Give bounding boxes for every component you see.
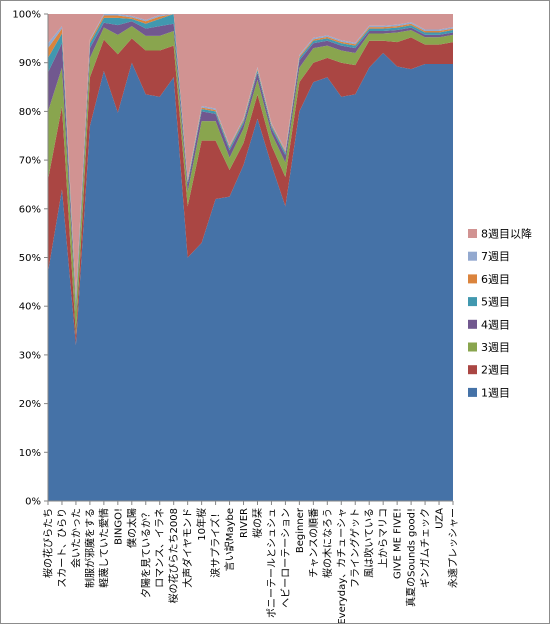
x-tick-label: 桜の花びらたち2008 <box>167 508 180 603</box>
legend: 8週目以降 7週目 6週目 5週目 4週目 3週目 2週目 1週目 <box>468 227 532 399</box>
x-tick-label: チャンスの順番 <box>308 508 320 578</box>
y-tick-label: 30% <box>19 350 41 361</box>
x-tick-label: 涙サプライズ！ <box>209 508 222 578</box>
x-tick-label: 風は吹いている <box>363 508 376 578</box>
area-series-1 <box>48 52 453 502</box>
y-tick-label: 80% <box>19 107 41 118</box>
x-tick-label: UZA <box>435 508 446 529</box>
x-tick-label: フライングゲット <box>349 508 362 588</box>
legend-label: 3週目 <box>481 341 510 354</box>
legend-swatch <box>468 297 477 307</box>
x-tick-label: ギンガムチェック <box>420 508 432 588</box>
x-tick-label: 上からマリコ <box>378 508 390 568</box>
x-tick-label: 10年桜 <box>195 508 208 541</box>
x-tick-label: ポニーテールとシュシュ <box>266 508 278 618</box>
x-tick-label: Beginner <box>295 507 306 553</box>
x-tick-label: 言い訳Maybe <box>223 508 236 571</box>
legend-swatch <box>468 365 477 375</box>
x-tick-label: 制服が邪魔をする <box>83 508 96 588</box>
legend-swatch <box>468 251 477 261</box>
x-tick-label: RIVER <box>239 508 250 538</box>
y-tick-label: 20% <box>19 399 41 410</box>
y-tick-label: 0% <box>25 497 41 508</box>
legend-swatch <box>468 387 477 397</box>
x-tick-label: スカート、ひらり <box>56 508 68 588</box>
legend-swatch <box>468 229 477 238</box>
legend-label: 7週目 <box>481 250 510 263</box>
axes-group <box>44 13 454 505</box>
y-tick-label: 90% <box>19 58 41 69</box>
legend-swatch <box>468 319 477 329</box>
x-tick-label: 大声ダイヤモンド <box>181 508 194 588</box>
x-tick-label: 夕陽を見ているか？ <box>140 508 152 598</box>
x-tick-label: Everyday、カチューシャ <box>336 508 348 623</box>
y-tick-label: 70% <box>19 156 41 167</box>
x-tick-label: 桜の木になろう <box>321 508 334 578</box>
legend-label: 6週目 <box>481 273 510 286</box>
legend-label: 1週目 <box>481 386 510 399</box>
area-series-2 <box>48 37 453 346</box>
x-tick-label: 桜の花びらたち <box>42 508 55 578</box>
x-tick-label: 桜の栞 <box>251 508 264 538</box>
area-series-8 <box>48 14 453 297</box>
x-tick-label: 僕の太陽 <box>125 508 138 548</box>
x-tick-label: BINGO! <box>113 508 124 545</box>
legend-label: 2週目 <box>481 364 510 377</box>
area-series-group <box>48 14 453 502</box>
y-tick-label: 100% <box>12 10 41 21</box>
legend-swatch <box>468 274 477 284</box>
y-tick-label: 10% <box>19 448 41 459</box>
x-tick-label: 軽蔑していた愛情 <box>97 508 110 588</box>
legend-label: 8週目以降 <box>481 227 532 241</box>
y-tick-label: 60% <box>19 204 41 215</box>
legend-label: 4週目 <box>481 318 510 331</box>
x-tick-label: 会いたかった <box>69 508 82 568</box>
y-tick-label: 40% <box>19 302 41 313</box>
x-tick-label: 真夏のSounds good! <box>405 508 418 607</box>
x-tick-label: 永遠プレッシャー <box>447 508 460 588</box>
x-tick-label: ヘビーローテーション <box>280 508 292 608</box>
x-tick-label: ロマンス、イラネ <box>154 508 166 588</box>
legend-swatch <box>468 342 477 352</box>
y-tick-labels: 0% 10% 20% 30% 40% 50% 60% 70% 80% 90% 100% <box>12 10 41 508</box>
y-tick-label: 50% <box>19 253 41 264</box>
x-tick-label: GIVE ME FIVE! <box>393 508 404 579</box>
x-tick-labels: 桜の花びらたち スカート、ひらり 会いたかった 制服が邪魔をする 軽蔑していた愛情 BIN… <box>42 507 460 623</box>
legend-label: 5週目 <box>481 296 510 309</box>
